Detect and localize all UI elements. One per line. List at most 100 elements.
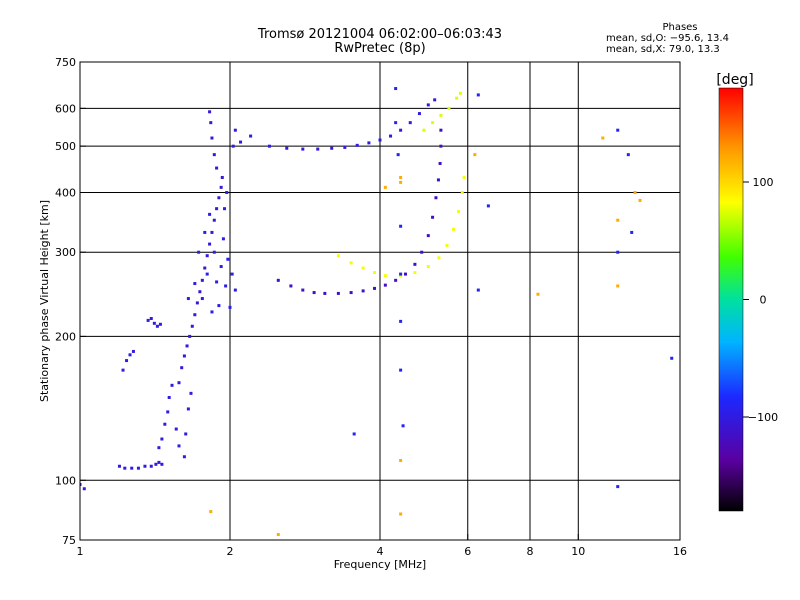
data-point: [476, 93, 480, 97]
data-point: [121, 368, 125, 372]
data-point: [193, 282, 197, 286]
chart-title: Tromsø 20121004 06:02:00–06:03:43: [257, 27, 503, 42]
series-scattered-echoes: [352, 87, 674, 489]
data-point: [190, 324, 194, 328]
data-point: [355, 143, 359, 147]
data-point: [336, 291, 340, 295]
data-point: [80, 482, 82, 486]
data-point: [276, 278, 280, 282]
data-point: [536, 292, 540, 296]
x-tick-label: 1: [77, 545, 84, 558]
data-point: [312, 291, 316, 295]
phase-stats-o-mode: mean, sd,O: −95.6, 13.4: [606, 33, 729, 44]
data-point: [233, 288, 237, 292]
x-tick-label: 8: [527, 545, 534, 558]
data-point: [301, 288, 305, 292]
data-point: [431, 121, 435, 125]
data-point: [473, 153, 477, 157]
data-point: [123, 466, 127, 470]
x-axis-label: Frequency [MHz]: [334, 558, 426, 571]
data-point: [200, 297, 204, 301]
series-o-mode-lower-f-trace: [276, 128, 443, 295]
data-point: [125, 359, 129, 363]
data-point: [447, 106, 451, 110]
data-point: [212, 218, 216, 222]
data-point: [131, 349, 135, 353]
data-point: [633, 190, 637, 194]
data-point: [205, 254, 209, 258]
data-point: [301, 147, 305, 151]
y-tick-label: 300: [55, 246, 76, 259]
data-point: [399, 224, 403, 228]
data-point: [182, 354, 186, 358]
data-point: [219, 185, 223, 189]
data-point: [182, 455, 186, 459]
data-point: [399, 175, 403, 179]
data-point: [285, 146, 289, 150]
data-point: [394, 121, 398, 125]
data-point: [155, 324, 159, 328]
y-tick-label: 200: [55, 330, 76, 343]
data-point: [231, 144, 235, 148]
data-point: [186, 297, 190, 301]
data-point: [389, 134, 393, 138]
data-point: [383, 274, 387, 278]
data-point: [426, 234, 430, 238]
series-scattered-echoes-warm-phase-: [209, 136, 642, 537]
data-point: [445, 243, 449, 247]
data-point: [180, 366, 184, 370]
data-point: [177, 381, 181, 385]
colorbar-tick-label: 100: [753, 176, 774, 189]
data-point: [163, 422, 167, 426]
data-point: [249, 134, 253, 138]
data-point: [158, 322, 162, 326]
phase-stats-x-mode: mean, sd,X: 79.0, 13.3: [606, 44, 720, 55]
data-point: [230, 272, 234, 276]
data-point: [458, 91, 462, 95]
data-point: [210, 136, 214, 140]
data-point: [373, 271, 377, 275]
data-point: [210, 310, 214, 314]
data-point: [394, 87, 398, 91]
data-point: [638, 198, 642, 202]
data-point: [455, 96, 459, 100]
data-point: [223, 207, 227, 211]
data-point: [209, 121, 213, 125]
data-point: [267, 144, 271, 148]
data-point: [399, 128, 403, 132]
chart-subtitle: RwPretec (8p): [334, 41, 426, 56]
y-tick-label: 75: [62, 534, 76, 547]
data-point: [157, 460, 161, 464]
data-point: [217, 196, 221, 200]
data-point: [215, 166, 219, 170]
data-point: [149, 464, 153, 468]
data-point: [394, 278, 398, 282]
data-point: [208, 242, 212, 246]
data-point: [160, 437, 164, 441]
data-point: [215, 280, 219, 284]
data-point: [219, 265, 223, 269]
x-tick-label: 4: [377, 545, 384, 558]
data-point: [437, 256, 441, 260]
colorbar-tick-label: −100: [748, 411, 778, 424]
data-point: [184, 432, 188, 436]
data-point: [408, 121, 412, 125]
data-point: [439, 128, 443, 132]
data-point: [413, 271, 417, 275]
data-point: [431, 215, 435, 219]
data-point: [349, 291, 353, 295]
data-point: [616, 284, 620, 288]
y-axis-ticks: 75 100 200 300 400 500 600 750: [55, 56, 86, 547]
data-point: [239, 140, 243, 144]
data-point: [396, 153, 400, 157]
y-tick-label: 400: [55, 186, 76, 199]
data-point: [361, 266, 365, 270]
data-point: [378, 138, 382, 142]
data-point: [200, 278, 204, 282]
colorbar-ticks: 100 0 −100: [743, 176, 778, 424]
data-point: [228, 305, 232, 309]
data-point: [316, 147, 320, 151]
data-point: [208, 212, 212, 216]
data-point: [403, 272, 407, 276]
data-point: [224, 284, 228, 288]
